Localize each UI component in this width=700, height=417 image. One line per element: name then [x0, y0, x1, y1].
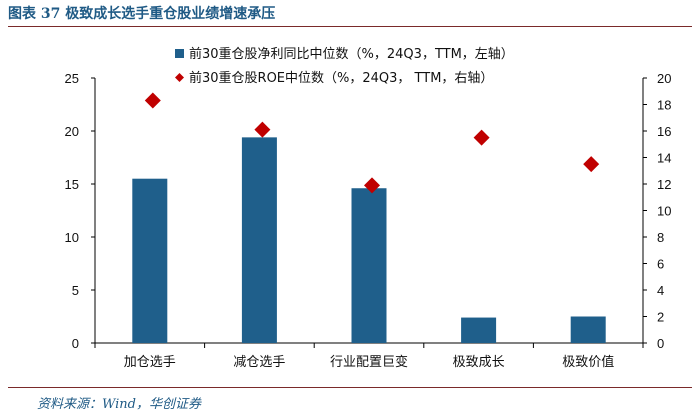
legend-bar-label: 前30重仓股净利同比中位数（%，24Q3，TTM，左轴）	[189, 46, 514, 62]
bar	[351, 188, 387, 343]
figure-title: 图表 37 极致成长选手重仓股业绩增速承压	[8, 6, 276, 22]
diamond-marker	[254, 121, 271, 138]
right-tick-label: 6	[657, 257, 664, 272]
bar	[570, 316, 606, 343]
left-tick-label: 0	[72, 336, 79, 351]
legend-diamond-swatch	[175, 73, 184, 82]
title-rule	[8, 26, 692, 27]
source-rule	[8, 387, 692, 388]
diamond-marker	[144, 92, 161, 109]
right-tick-label: 10	[657, 204, 671, 219]
diamond-marker	[364, 177, 380, 194]
x-category-label: 极致价值	[562, 354, 614, 370]
bar-series	[132, 137, 606, 343]
left-tick-label: 5	[72, 283, 79, 298]
left-tick-label: 25	[65, 71, 79, 86]
right-tick-label: 20	[657, 71, 671, 86]
right-tick-label: 0	[657, 336, 664, 351]
bar	[241, 137, 277, 343]
left-tick-label: 10	[65, 230, 79, 245]
x-category-label: 减仓选手	[233, 355, 285, 370]
x-category-label: 行业配置巨变	[330, 354, 408, 370]
x-category-label: 加仓选手	[124, 355, 176, 370]
right-tick-label: 8	[657, 230, 664, 245]
bar	[461, 317, 497, 343]
right-tick-label: 18	[657, 98, 671, 113]
bar	[132, 178, 168, 343]
left-tick-label: 20	[65, 124, 79, 139]
right-tick-label: 2	[657, 310, 664, 325]
chart-legend: 前30重仓股净利同比中位数（%，24Q3，TTM，左轴） 前30重仓股ROE中位…	[175, 46, 514, 86]
left-tick-label: 15	[65, 177, 79, 192]
x-category-label: 极致成长	[453, 355, 505, 370]
legend-marker-label: 前30重仓股ROE中位数（%，24Q3， TTM，右轴）	[189, 70, 493, 86]
diamond-marker	[583, 156, 600, 173]
legend-bar-swatch	[175, 49, 184, 58]
right-tick-label: 14	[657, 151, 671, 166]
right-tick-label: 4	[657, 283, 664, 298]
marker-series	[144, 92, 600, 194]
source-note: 资料来源：Wind，华创证券	[37, 397, 201, 412]
right-tick-label: 16	[657, 124, 671, 139]
diamond-marker	[473, 129, 490, 146]
right-tick-label: 12	[657, 177, 671, 192]
